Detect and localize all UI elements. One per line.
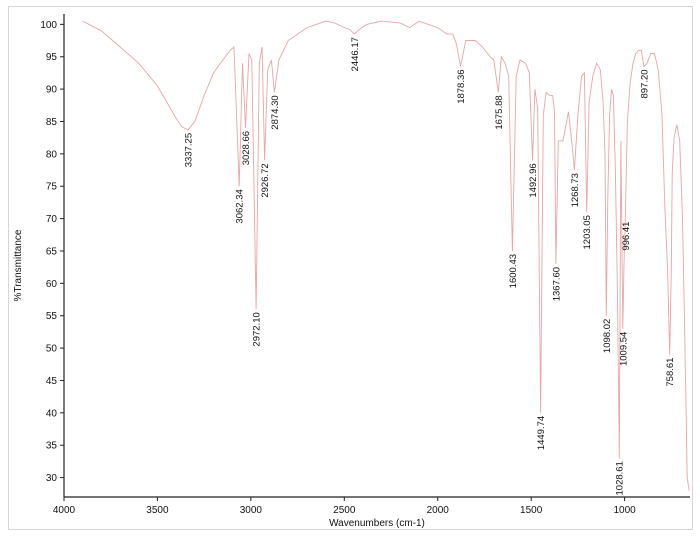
peak-label: 1098.02 <box>602 319 613 353</box>
y-tick-label: 45 <box>46 376 58 387</box>
x-tick-label: 1500 <box>520 505 543 516</box>
y-tick-label: 70 <box>46 214 58 225</box>
y-tick-label: 95 <box>46 52 58 63</box>
peak-label: 2972.10 <box>252 312 263 346</box>
figure-border <box>8 6 693 530</box>
x-tick-label: 3000 <box>240 505 263 516</box>
peak-label: 1367.60 <box>551 267 562 301</box>
y-tick-label: 80 <box>46 149 58 160</box>
x-tick-label: 1000 <box>613 505 636 516</box>
y-tick-label: 50 <box>46 344 58 355</box>
y-tick-label: 40 <box>46 408 58 419</box>
peak-label: 1203.05 <box>582 215 593 249</box>
spectrum-line <box>82 20 690 491</box>
peak-label: 1449.74 <box>536 416 547 450</box>
peak-label: 1600.43 <box>508 254 519 288</box>
y-tick-label: 85 <box>46 117 58 128</box>
y-tick-label: 60 <box>46 279 58 290</box>
peak-label: 1675.88 <box>494 95 505 129</box>
x-tick-label: 3500 <box>146 505 169 516</box>
peak-label: 1878.36 <box>456 69 467 103</box>
x-axis-title: Wavenumbers (cm-1) <box>329 518 425 529</box>
peak-label: 996.41 <box>621 222 632 251</box>
peak-label: 1028.61 <box>615 461 626 495</box>
peak-label: 2446.17 <box>350 37 361 71</box>
y-tick-label: 30 <box>46 473 58 484</box>
y-tick-label: 75 <box>46 182 58 193</box>
peak-label: 897.20 <box>639 69 650 98</box>
y-tick-label: 65 <box>46 246 58 257</box>
y-tick-label: 90 <box>46 85 58 96</box>
peak-label: 2874.30 <box>270 95 281 129</box>
peak-label: 1009.54 <box>618 332 629 366</box>
peak-label: 3337.25 <box>183 133 194 167</box>
peak-label: 1268.73 <box>570 173 581 207</box>
peak-label: 3028.66 <box>241 131 252 165</box>
peak-label: 1492.96 <box>528 163 539 197</box>
y-axis-title: %Transmittance <box>13 229 24 301</box>
y-tick-label: 55 <box>46 311 58 322</box>
peak-label: 3062.34 <box>235 189 246 223</box>
peak-label: 758.61 <box>665 358 676 387</box>
x-tick-label: 2500 <box>333 505 356 516</box>
y-tick-label: 35 <box>46 441 58 452</box>
y-tick-label: 100 <box>40 20 57 31</box>
x-tick-label: 4000 <box>53 505 76 516</box>
x-tick-label: 2000 <box>427 505 450 516</box>
peak-label: 2926.72 <box>260 163 271 197</box>
